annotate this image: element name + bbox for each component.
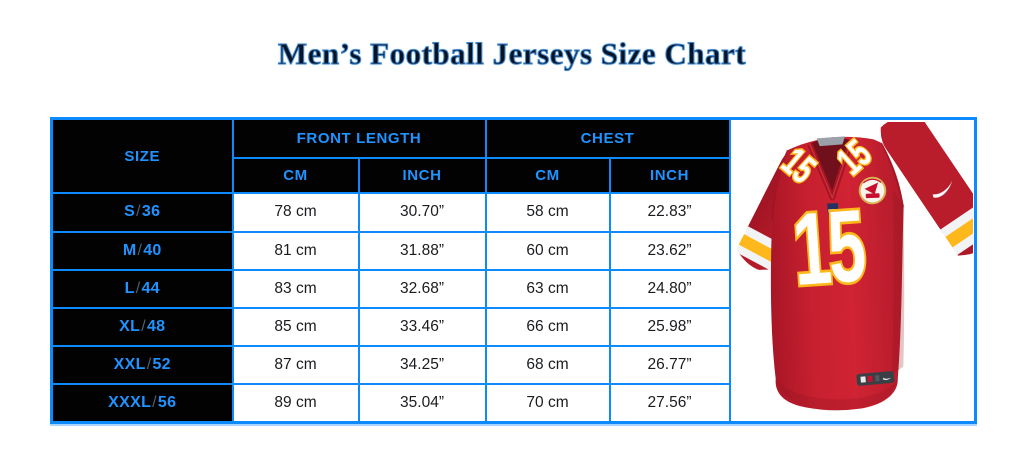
col-header-chest: CHEST <box>484 117 731 160</box>
front-length-inch-cell: 32.68” <box>357 268 487 309</box>
front-length-inch-cell: 31.88” <box>357 230 487 271</box>
jock-tag <box>856 371 895 386</box>
table-row: L/44 83 cm 32.68” 63 cm 24.80” <box>50 268 976 309</box>
chest-inch-cell: 23.62” <box>608 230 731 271</box>
front-length-inch-cell: 33.46” <box>357 306 487 348</box>
table-row: M/40 81 cm 31.88” 60 cm 23.62” <box>50 230 976 271</box>
chest-cm-cell: 68 cm <box>484 345 611 386</box>
jersey-collar <box>807 136 854 201</box>
col-header-size: SIZE <box>50 117 234 195</box>
table-row: XL/48 85 cm 33.46” 66 cm 25.98” <box>50 306 976 348</box>
football-jersey-illustration: 15 15 15 <box>731 122 974 411</box>
size-cell: XL/48 <box>50 306 234 348</box>
sleeve-stripe-white <box>937 199 974 240</box>
front-length-inch-cell: 30.70” <box>357 192 487 233</box>
nfl-shield-icon <box>827 203 839 219</box>
size-cell: L/44 <box>50 268 234 309</box>
front-length-cm-cell: 87 cm <box>231 345 360 386</box>
table-row: S/36 78 cm 30.70” 58 cm 22.83” <box>50 192 976 233</box>
chest-cm-cell: 70 cm <box>484 383 611 424</box>
svg-text:15: 15 <box>789 189 868 307</box>
unit-header-front-inch: INCH <box>357 157 487 195</box>
size-chart-table: SIZE FRONT LENGTH CHEST <box>50 117 978 424</box>
nike-swoosh-icon <box>932 180 953 198</box>
front-length-cm-cell: 89 cm <box>231 383 360 424</box>
unit-header-chest-cm: CM <box>484 157 611 195</box>
team-patch-icon <box>858 176 887 205</box>
front-length-cm-cell: 81 cm <box>231 230 360 271</box>
chest-inch-cell: 25.98” <box>608 306 731 348</box>
chest-inch-cell: 27.56” <box>608 383 731 424</box>
size-cell: XXXL/56 <box>50 383 234 424</box>
unit-header-chest-inch: INCH <box>608 157 731 195</box>
front-length-cm-cell: 78 cm <box>231 192 360 233</box>
size-cell: S/36 <box>50 192 234 233</box>
chest-cm-cell: 66 cm <box>484 306 611 348</box>
chest-inch-cell: 22.83” <box>608 192 731 233</box>
size-cell: XXL/52 <box>50 345 234 386</box>
jersey-body <box>771 136 905 411</box>
jersey-image: 15 15 15 <box>731 120 975 421</box>
collar-inner-gray-band <box>816 136 846 147</box>
chest-cm-cell: 60 cm <box>484 230 611 271</box>
page-title: Men’s Football Jerseys Size Chart <box>277 36 747 72</box>
sleeve-stripe-gold <box>942 207 974 250</box>
size-cell: M/40 <box>50 230 234 271</box>
col-header-front-length: FRONT LENGTH <box>231 117 487 160</box>
jersey-image-cell: 15 15 15 <box>728 117 977 424</box>
chest-cm-cell: 63 cm <box>484 268 611 309</box>
unit-header-front-cm: CM <box>231 157 360 195</box>
chest-inch-cell: 24.80” <box>608 268 731 309</box>
header-row-groups: SIZE FRONT LENGTH CHEST <box>50 117 977 424</box>
front-length-cm-cell: 85 cm <box>231 306 360 348</box>
front-length-cm-cell: 83 cm <box>231 268 360 309</box>
chest-cm-cell: 58 cm <box>484 192 611 233</box>
front-length-inch-cell: 35.04” <box>357 383 487 424</box>
header-row-units: CM INCH CM INCH <box>52 157 976 195</box>
table-row: XXL/52 87 cm 34.25” 68 cm 26.77” <box>50 345 976 386</box>
table-row: XXXL/56 89 cm 35.04” 70 cm 27.56” <box>50 383 976 424</box>
front-length-inch-cell: 34.25” <box>357 345 487 386</box>
chest-inch-cell: 26.77” <box>608 345 731 386</box>
chest-number: 15 <box>787 187 870 309</box>
